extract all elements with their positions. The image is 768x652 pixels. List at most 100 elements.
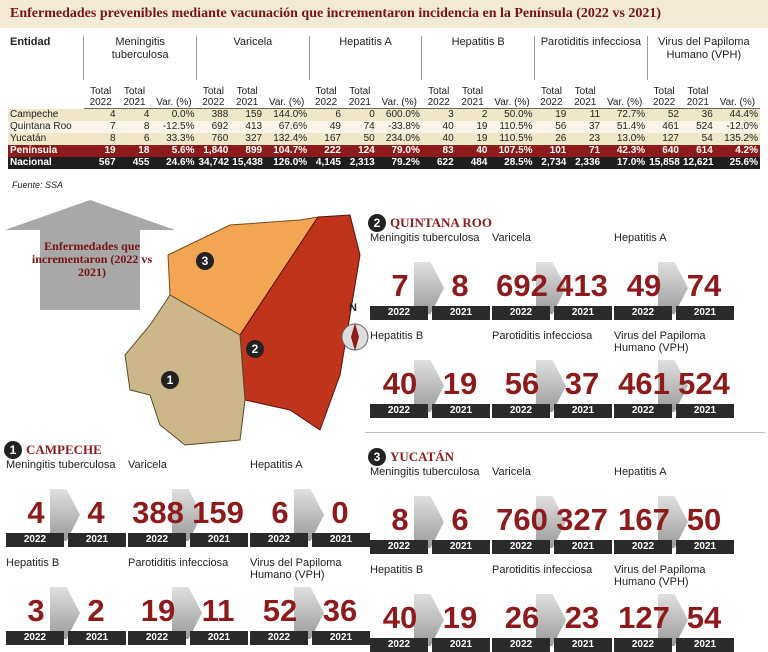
year-2021: 2021 bbox=[554, 540, 612, 554]
subheader-cell: Total 2022 bbox=[83, 80, 118, 109]
table-cell: 74 bbox=[342, 121, 377, 133]
table-cell: 40 bbox=[421, 133, 456, 145]
year-2022: 2022 bbox=[492, 306, 550, 320]
compass-needle bbox=[351, 323, 359, 351]
table-cell: 25.6% bbox=[714, 157, 760, 169]
item-label: Meningitis tuberculosa bbox=[370, 232, 480, 244]
table-cell: 28.5% bbox=[489, 157, 535, 169]
year-2021: 2021 bbox=[432, 404, 490, 418]
table-cell: 2,734 bbox=[534, 157, 569, 169]
table-cell: 18 bbox=[117, 145, 152, 157]
table-cell: 23 bbox=[568, 133, 603, 145]
value-2022: 760 bbox=[496, 502, 548, 537]
year-2021: 2021 bbox=[68, 631, 126, 645]
year-2021: 2021 bbox=[554, 306, 612, 320]
table-cell: Campeche bbox=[8, 108, 84, 121]
table-cell: 760 bbox=[196, 133, 231, 145]
subheader-cell: Total 2022 bbox=[647, 80, 681, 109]
value-2022: 3 bbox=[27, 593, 45, 628]
group-header: Varicela bbox=[195, 36, 310, 80]
item-label: Virus del Papiloma Humano (VPH) bbox=[614, 564, 706, 588]
table-cell: 8 bbox=[83, 133, 118, 145]
value-2021: 6 bbox=[451, 502, 469, 537]
data-table: Entidad Meningitis tuberculosa Varicela Hep… bbox=[8, 36, 760, 169]
year-2022: 2022 bbox=[492, 638, 550, 652]
subheader-cell: Var. (%) bbox=[151, 80, 197, 109]
group-header: Hepatitis B bbox=[421, 36, 535, 80]
subheader-cell: Total 2021 bbox=[230, 80, 265, 109]
table-cell: 110.5% bbox=[489, 121, 535, 133]
table-cell: 12,621 bbox=[680, 157, 715, 169]
value-2021: 37 bbox=[564, 366, 600, 401]
value-2021: 327 bbox=[556, 502, 608, 537]
table-cell: 413 bbox=[230, 121, 265, 133]
table-cell: 3 bbox=[421, 108, 456, 121]
year-2021: 2021 bbox=[312, 631, 370, 645]
table-row: Quintana Roo 7 8 -12.5% 692 413 67.6% 49 74 -33.8… bbox=[8, 121, 760, 133]
value-2021: 8 bbox=[451, 268, 469, 303]
value-2022: 4 bbox=[27, 495, 45, 530]
item-label: Hepatitis A bbox=[614, 466, 667, 478]
panel-title: CAMPECHE bbox=[26, 442, 102, 457]
value-2022: 56 bbox=[504, 366, 540, 401]
table-cell: 110.5% bbox=[489, 133, 535, 145]
arrow-label: Enfermedades que incrementaron (2022 vs … bbox=[31, 239, 153, 279]
year-2022: 2022 bbox=[370, 306, 428, 320]
table-cell: 54 bbox=[680, 133, 715, 145]
subheader-cell: Total 2022 bbox=[196, 80, 231, 109]
table-cell: 167 bbox=[309, 133, 343, 145]
table-cell: 50.0% bbox=[489, 108, 535, 121]
table-cell: 107.5% bbox=[489, 145, 535, 157]
table-cell: 4 bbox=[117, 108, 152, 121]
item-label: Parotiditis infecciosa bbox=[492, 564, 593, 576]
table-cell: 8 bbox=[117, 121, 152, 133]
group-header: Virus del Papiloma Humano (VPH) bbox=[646, 36, 760, 80]
value-2022: 26 bbox=[504, 600, 540, 635]
table-cell: 79.0% bbox=[376, 145, 422, 157]
item-label: Hepatitis A bbox=[614, 232, 667, 244]
table-cell: 36 bbox=[680, 108, 715, 121]
table-cell: 40 bbox=[455, 145, 490, 157]
table-cell: 52 bbox=[647, 108, 681, 121]
table-cell: Quintana Roo bbox=[8, 121, 84, 133]
table-row: Península 19 18 5.6% 1,840 899 104.7% 222 124 79.… bbox=[8, 145, 760, 157]
title: Enfermedades prevenibles mediante vacuna… bbox=[0, 0, 768, 28]
table-cell: 19 bbox=[455, 121, 490, 133]
table-cell: 614 bbox=[680, 145, 715, 157]
subheader-cell: Total 2021 bbox=[117, 80, 152, 109]
table-cell: 6 bbox=[117, 133, 152, 145]
table-cell: 524 bbox=[680, 121, 715, 133]
table-cell: 622 bbox=[421, 157, 456, 169]
item-label: Varicela bbox=[128, 459, 167, 471]
value-2022: 461 bbox=[618, 366, 670, 401]
year-2022: 2022 bbox=[614, 404, 672, 418]
panel-number: 3 bbox=[368, 448, 386, 466]
value-2021: 19 bbox=[442, 600, 478, 635]
table-cell: 17.0% bbox=[602, 157, 648, 169]
table-cell: 44.4% bbox=[714, 108, 760, 121]
item-label: Meningitis tuberculosa bbox=[6, 459, 116, 471]
table-cell: 11 bbox=[568, 108, 603, 121]
year-2022: 2022 bbox=[128, 631, 186, 645]
table-cell: 6 bbox=[309, 108, 343, 121]
table-cell: 135.2% bbox=[714, 133, 760, 145]
table-cell: 26 bbox=[534, 133, 569, 145]
value-2022: 6 bbox=[271, 495, 289, 530]
subheader-cell: Var. (%) bbox=[489, 80, 535, 109]
group-header: Parotiditis infecciosa bbox=[534, 36, 648, 80]
year-2022: 2022 bbox=[614, 540, 672, 554]
item-label: Virus del Papiloma Humano (VPH) bbox=[250, 557, 342, 581]
table-cell: 0 bbox=[342, 108, 377, 121]
year-2022: 2022 bbox=[250, 533, 308, 547]
map bbox=[5, 200, 369, 446]
table-cell: 13.0% bbox=[602, 133, 648, 145]
year-2021: 2021 bbox=[554, 638, 612, 652]
table-cell: 132.4% bbox=[264, 133, 310, 145]
value-2021: 524 bbox=[678, 366, 730, 401]
table-row: Nacional 567 455 24.6% 34,742 15,438 126.0% 4,1… bbox=[8, 157, 760, 169]
year-2021: 2021 bbox=[190, 631, 248, 645]
arrow-graphic bbox=[5, 200, 175, 310]
year-2021: 2021 bbox=[554, 404, 612, 418]
table-cell: 461 bbox=[647, 121, 681, 133]
subheader-row: Total 2022 Total 2021 Var. (%) Total 2022 To… bbox=[8, 80, 760, 109]
